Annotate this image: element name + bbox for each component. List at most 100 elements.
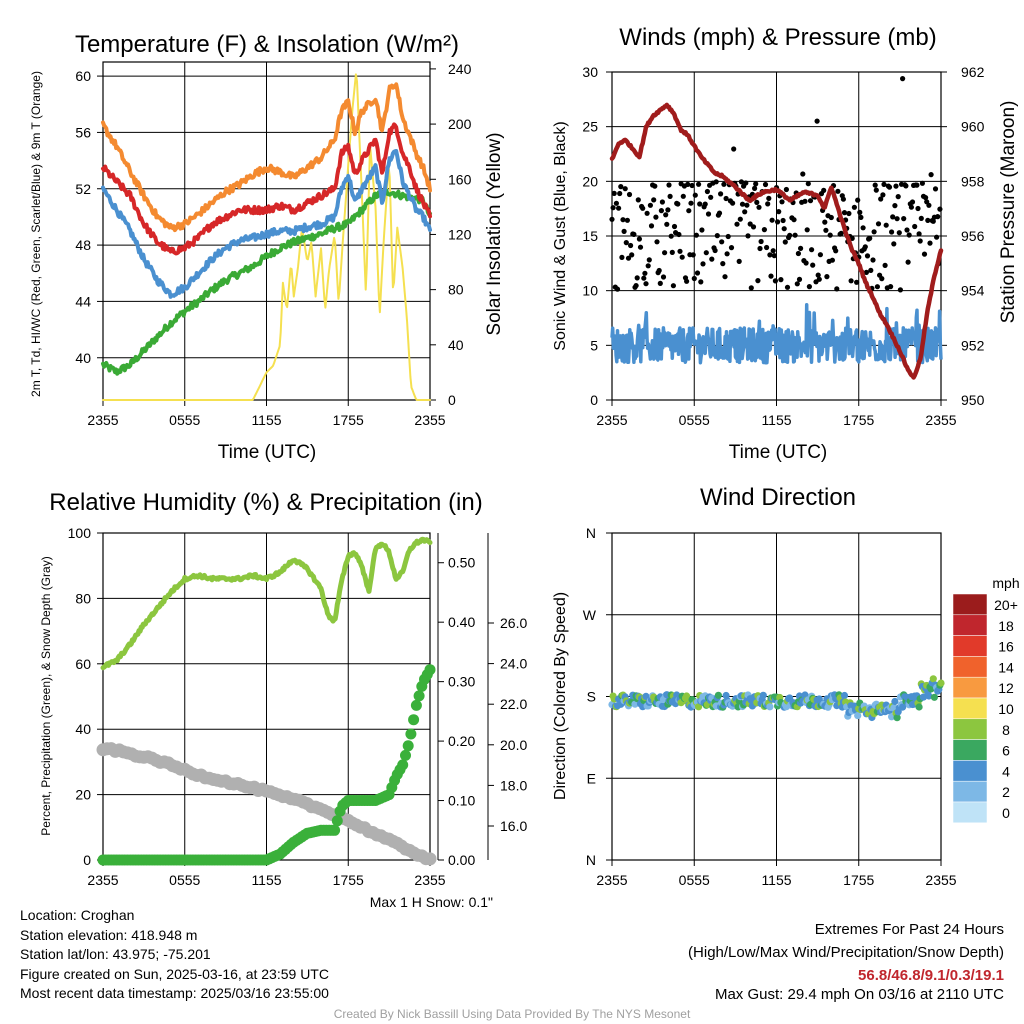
gust-point [888,284,894,290]
gust-point [863,269,870,275]
humidity-xtick-label: 0555 [169,872,200,888]
extremes-subtitle: (High/Low/Max Wind/Precipitation/Snow De… [688,944,1004,961]
gust-point [646,257,652,263]
gust-point [764,244,770,251]
windchill-line [101,149,432,299]
gust-point [621,228,627,234]
gust-point [860,225,866,231]
legend-swatch [952,635,988,657]
gust-point [891,241,897,247]
gust-point [916,231,922,237]
gust-point [654,239,660,245]
direction-xtick-label: 0555 [679,872,710,888]
gust-point [909,199,916,205]
gust-point [724,251,730,257]
gust-point [713,179,719,185]
gust-point [827,232,833,238]
gust-point [626,191,633,198]
gust-point [804,227,810,233]
gust-point [658,208,665,214]
direction-point [695,703,703,711]
gust-point [926,202,932,208]
temp9m-line [101,82,432,233]
legend-swatch [952,697,988,720]
gust-point [846,210,852,217]
gust-point [934,234,940,240]
precip-ytick-label: 0.00 [448,852,475,868]
gust-point [671,223,678,230]
gust-point [620,217,626,223]
direction-point [840,691,849,700]
gust-point [752,185,758,191]
gust-point [921,251,928,257]
precip-point [405,728,417,740]
precip-point [329,824,341,836]
gust-point [867,235,873,241]
gust-point [840,196,847,202]
legend-swatch [952,760,988,782]
legend-label: 20+ [994,597,1018,613]
precip-point [331,815,343,827]
gust-point [723,195,729,202]
gust-point [787,232,793,238]
gust-point [703,250,709,256]
gust-point [689,182,695,189]
gust-point [704,188,711,195]
gust-point [644,210,650,216]
gust-point [669,249,675,255]
gust-point [794,281,800,287]
temp-ytick-label: 60 [75,68,91,84]
insolation-ytick-label: 80 [448,282,464,298]
gust-point [814,118,820,124]
gust-point [742,209,748,215]
gust-point [768,273,774,279]
gust-point [765,201,771,207]
gust-point [635,197,641,203]
gust-point [767,252,773,258]
gust-point [705,211,712,217]
gust-point [873,187,879,193]
gust-point [923,195,929,201]
temp-ylabel-right: Solar Insolation (Yellow) [484,132,505,335]
gust-point [791,217,797,223]
gust-point [778,277,784,283]
gust-point [716,210,723,216]
gust-point [918,215,924,221]
winds-xtick-label: 0555 [679,412,710,428]
direction-ytick-label: N [586,852,596,868]
gust-point [614,286,621,292]
gust-point [736,258,742,264]
gust-point [754,199,760,205]
gust-point [901,216,907,222]
gust-point [886,184,893,190]
gust-point [686,208,692,214]
gust-point [634,275,640,281]
gust-point [725,233,731,240]
temp-ylabel-left: 2m T, Td, HI/WC (Red, Green, Scarlet/Blu… [29,71,43,397]
gust-point [636,236,643,242]
gust-point [702,201,708,207]
precip-point [400,749,411,761]
snow-note: Max 1 H Snow: 0.1" [370,894,493,910]
gust-point [640,205,646,211]
gust-point [748,285,754,291]
gust-point [685,181,691,187]
humidity-ytick-label: 60 [75,656,91,672]
gust-point [862,244,868,250]
legend-label: 0 [1002,805,1010,821]
gust-point [616,205,622,211]
gust-point [809,247,815,253]
direction-title: Wind Direction [700,484,856,511]
direction-ytick-label: N [586,525,596,541]
gust-point [714,233,720,239]
gust-point [753,181,759,187]
insolation-ytick-label: 160 [448,171,472,187]
winds-ytick-label: 5 [590,337,598,353]
gust-point [917,238,923,244]
winds-ytick-label: 30 [582,64,598,80]
pressure-ytick-label: 962 [961,64,985,80]
precip-points [97,664,436,866]
winds-frame [611,71,942,401]
